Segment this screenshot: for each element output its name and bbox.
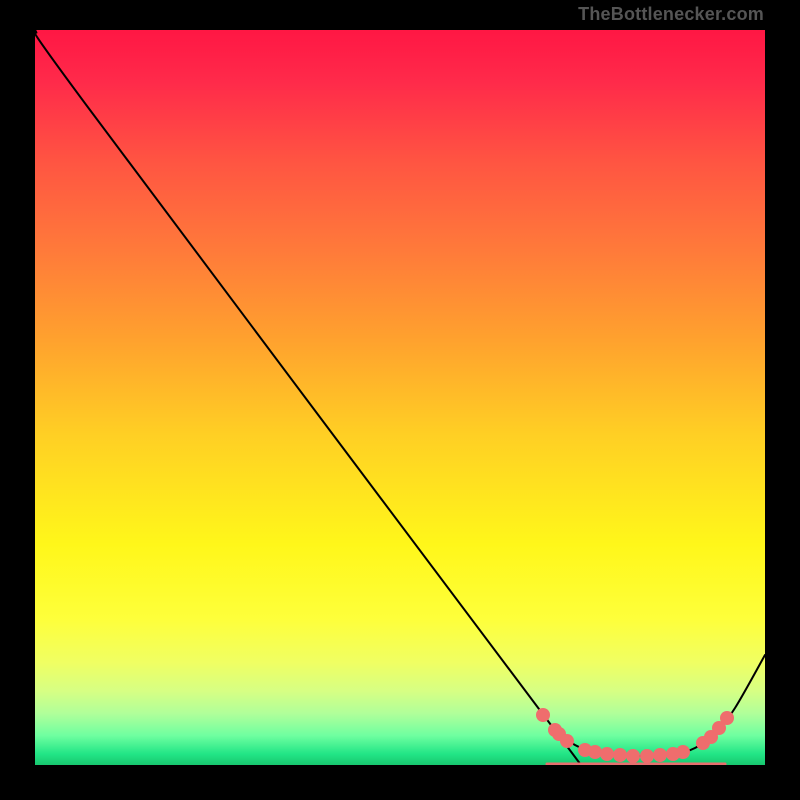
marker-dot xyxy=(720,711,734,725)
marker-dot xyxy=(626,749,640,763)
bottleneck-chart xyxy=(35,30,765,765)
marker-dot xyxy=(640,749,654,763)
gradient-background xyxy=(35,30,765,765)
attribution-text: TheBottlenecker.com xyxy=(578,4,764,25)
plot-area xyxy=(35,30,765,765)
marker-dot xyxy=(588,745,602,759)
marker-dot xyxy=(600,747,614,761)
marker-dot xyxy=(676,745,690,759)
marker-dot xyxy=(653,748,667,762)
chart-frame: TheBottlenecker.com xyxy=(0,0,800,800)
marker-dot xyxy=(560,734,574,748)
marker-dot xyxy=(613,748,627,762)
marker-dot xyxy=(536,708,550,722)
